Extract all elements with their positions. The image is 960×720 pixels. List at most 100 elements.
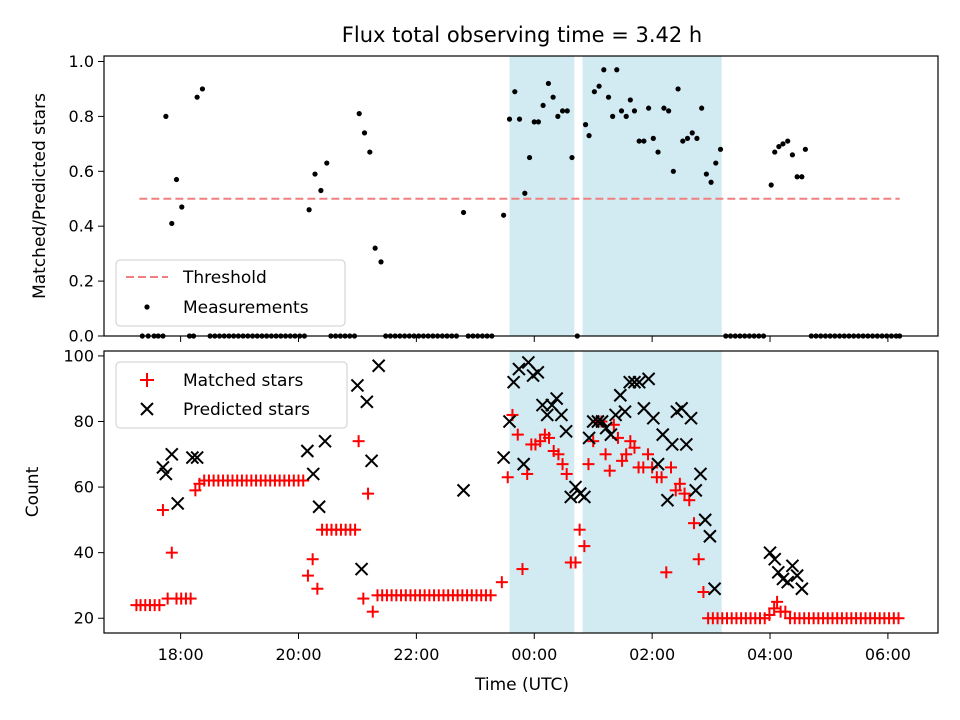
x-tick-label: 20:00 xyxy=(275,645,321,664)
matched-star-point xyxy=(642,448,655,461)
shaded-interval-0 xyxy=(509,56,575,336)
measurement-point xyxy=(789,152,796,158)
y-tick-label: 0.6 xyxy=(69,162,94,181)
matched-star-point xyxy=(655,471,668,484)
measurement-point xyxy=(605,94,612,100)
x-tick-label: 18:00 xyxy=(158,645,204,664)
measurement-point xyxy=(689,130,695,136)
matched-star-point xyxy=(501,471,514,484)
measurement-point xyxy=(591,89,597,95)
measurement-point xyxy=(512,89,518,95)
predicted-star-point xyxy=(689,483,703,498)
top-plot-frame xyxy=(103,55,939,337)
measurement-point xyxy=(670,168,676,174)
measurement-point xyxy=(501,212,507,218)
predicted-star-point xyxy=(665,437,679,452)
predicted-star-point xyxy=(613,388,628,402)
measurement-point xyxy=(555,113,561,119)
measurement-point xyxy=(623,113,629,119)
measurement-point xyxy=(522,190,528,196)
predicted-star-point xyxy=(496,450,511,465)
matched-star-point xyxy=(357,592,370,605)
matched-star-point xyxy=(683,494,696,507)
predicted-star-point xyxy=(604,427,618,442)
matched-star-point xyxy=(552,448,565,461)
measurement-point xyxy=(540,102,546,109)
measurement-point xyxy=(641,138,647,144)
measurement-point xyxy=(506,116,513,122)
y-tick-label: 40 xyxy=(74,543,94,562)
measurement-point xyxy=(356,111,362,117)
matched-star-point xyxy=(560,467,573,480)
measurement-point xyxy=(627,97,633,103)
predicted-star-point xyxy=(549,391,564,406)
predicted-star-point xyxy=(795,582,809,596)
predicted-star-point xyxy=(582,431,596,445)
top-y-label: Matched/Predicted stars xyxy=(30,93,50,299)
y-tick-label: 60 xyxy=(74,478,94,497)
y-tick-label: 1.0 xyxy=(69,52,94,71)
measurement-point xyxy=(776,143,782,150)
measurement-point xyxy=(194,94,200,100)
predicted-star-point xyxy=(623,375,637,389)
predicted-star-point xyxy=(703,529,717,543)
matched-star-point xyxy=(534,435,547,448)
matched-star-point xyxy=(578,540,591,553)
measurement-point xyxy=(306,207,312,213)
predicted-star-point xyxy=(559,424,573,439)
predicted-star-point xyxy=(360,395,374,409)
measurement-point xyxy=(601,67,607,73)
x-tick-label: 04:00 xyxy=(747,645,793,664)
y-tick-label: 0.4 xyxy=(69,217,94,236)
matched-star-point xyxy=(620,448,633,461)
matched-star-point xyxy=(779,605,792,618)
predicted-star-point xyxy=(693,467,708,481)
predicted-star-point xyxy=(660,493,675,507)
measurement-point xyxy=(516,116,523,122)
y-tick-label: 80 xyxy=(74,412,94,431)
matched-star-point xyxy=(352,435,365,448)
predicted-star-point xyxy=(165,447,179,461)
measurement-point xyxy=(550,94,556,100)
legend-measurements-label: Measurements xyxy=(183,298,309,318)
predicted-star-point xyxy=(768,552,782,566)
predicted-star-point xyxy=(632,375,646,389)
matched-star-point xyxy=(582,458,595,471)
measurement-point xyxy=(614,67,620,73)
predicted-star-point xyxy=(540,408,554,422)
bottom-panel: 20 40 60 80 100 18:00 20:00 22:00 00:00 02:00 04:… xyxy=(23,346,939,695)
measurement-point xyxy=(772,149,778,155)
matched-star-point xyxy=(521,467,534,480)
matched-star-point xyxy=(599,448,612,461)
bottom-shaded-intervals xyxy=(509,351,722,633)
measurement-point xyxy=(768,182,774,188)
predicted-star-point xyxy=(785,559,800,573)
predicted-star-point xyxy=(591,414,605,429)
measurement-point xyxy=(661,105,667,111)
predicted-star-point xyxy=(159,467,173,481)
matched-star-point xyxy=(297,474,310,487)
measurement-point xyxy=(650,135,656,141)
matched-star-point xyxy=(768,602,781,615)
measurement-point xyxy=(526,154,533,161)
x-tick-label: 06:00 xyxy=(865,645,911,664)
matched-star-point xyxy=(628,441,641,454)
matched-star-point xyxy=(697,586,710,599)
top-data-marks xyxy=(139,67,903,339)
matched-star-point xyxy=(665,461,678,474)
predicted-star-point xyxy=(554,408,569,422)
predicted-star-point xyxy=(651,457,665,471)
matched-star-point xyxy=(301,569,314,582)
bottom-legend: Matched stars Predicted stars xyxy=(115,361,348,429)
measurement-point xyxy=(802,146,808,152)
predicted-star-point xyxy=(300,444,315,458)
measurement-point xyxy=(169,220,175,227)
predicted-star-point xyxy=(763,545,777,560)
measurement-point xyxy=(559,108,566,114)
bottom-y-label: Count xyxy=(23,466,43,517)
measurement-point xyxy=(564,108,570,114)
matched-star-point xyxy=(603,464,616,477)
bottom-data-marks xyxy=(130,355,905,625)
measurement-point xyxy=(780,141,786,147)
measurement-point xyxy=(312,171,318,177)
